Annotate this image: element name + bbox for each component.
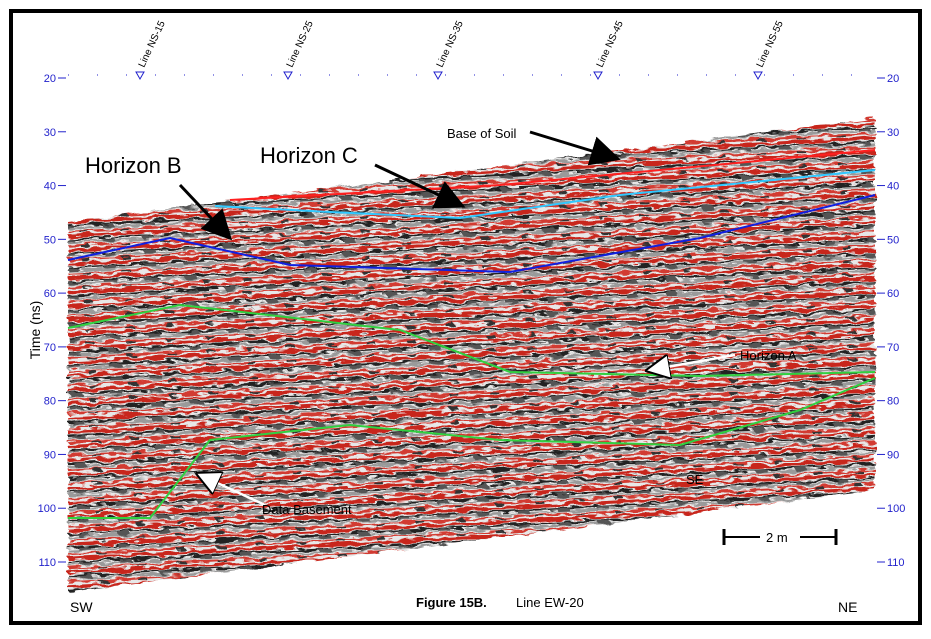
y-tick-label: 50 xyxy=(44,234,56,246)
y-tick-label: 100 xyxy=(887,503,905,515)
y-tick-label: 60 xyxy=(44,288,56,300)
annotation: Horizon C xyxy=(260,143,358,168)
y-tick-label: 110 xyxy=(38,557,56,569)
scale-bar-label: 2 m xyxy=(766,530,788,545)
y-tick-label: 40 xyxy=(887,181,899,193)
line-marker xyxy=(753,71,763,81)
line-marker xyxy=(283,71,293,81)
y-tick-label: 90 xyxy=(887,449,899,461)
line-marker xyxy=(433,71,443,81)
line-marker xyxy=(593,71,603,81)
y-tick-label: 80 xyxy=(887,396,899,408)
y-tick-label: 20 xyxy=(887,73,899,85)
end-label: NE xyxy=(838,599,857,615)
annotation: Data Basement xyxy=(262,502,352,517)
y-tick-label: 20 xyxy=(44,73,56,85)
y-axis-label: Time (ns) xyxy=(27,301,43,360)
annotation: Horizon B xyxy=(85,153,182,178)
annotation: Horizon A xyxy=(740,348,797,363)
y-tick-label: 60 xyxy=(887,288,899,300)
y-tick-label: 30 xyxy=(887,127,899,139)
caption: Line EW-20 xyxy=(516,595,584,610)
annotation: SE xyxy=(686,472,704,487)
horizons xyxy=(67,149,876,519)
caption-bold: Figure 15B. xyxy=(416,595,487,610)
y-tick-label: 110 xyxy=(887,557,905,569)
y-tick-label: 70 xyxy=(44,342,56,354)
y-tick-label: 90 xyxy=(44,449,56,461)
y-tick-label: 40 xyxy=(44,181,56,193)
y-tick-label: 80 xyxy=(44,396,56,408)
y-tick-label: 30 xyxy=(44,127,56,139)
y-tick-label: 100 xyxy=(38,503,56,515)
y-tick-label: 70 xyxy=(887,342,899,354)
end-label: SW xyxy=(70,599,93,615)
y-tick-label: 50 xyxy=(887,234,899,246)
line-marker xyxy=(135,71,145,81)
radargram xyxy=(68,118,875,592)
annotation: Base of Soil xyxy=(447,126,516,141)
arrows xyxy=(178,130,838,545)
